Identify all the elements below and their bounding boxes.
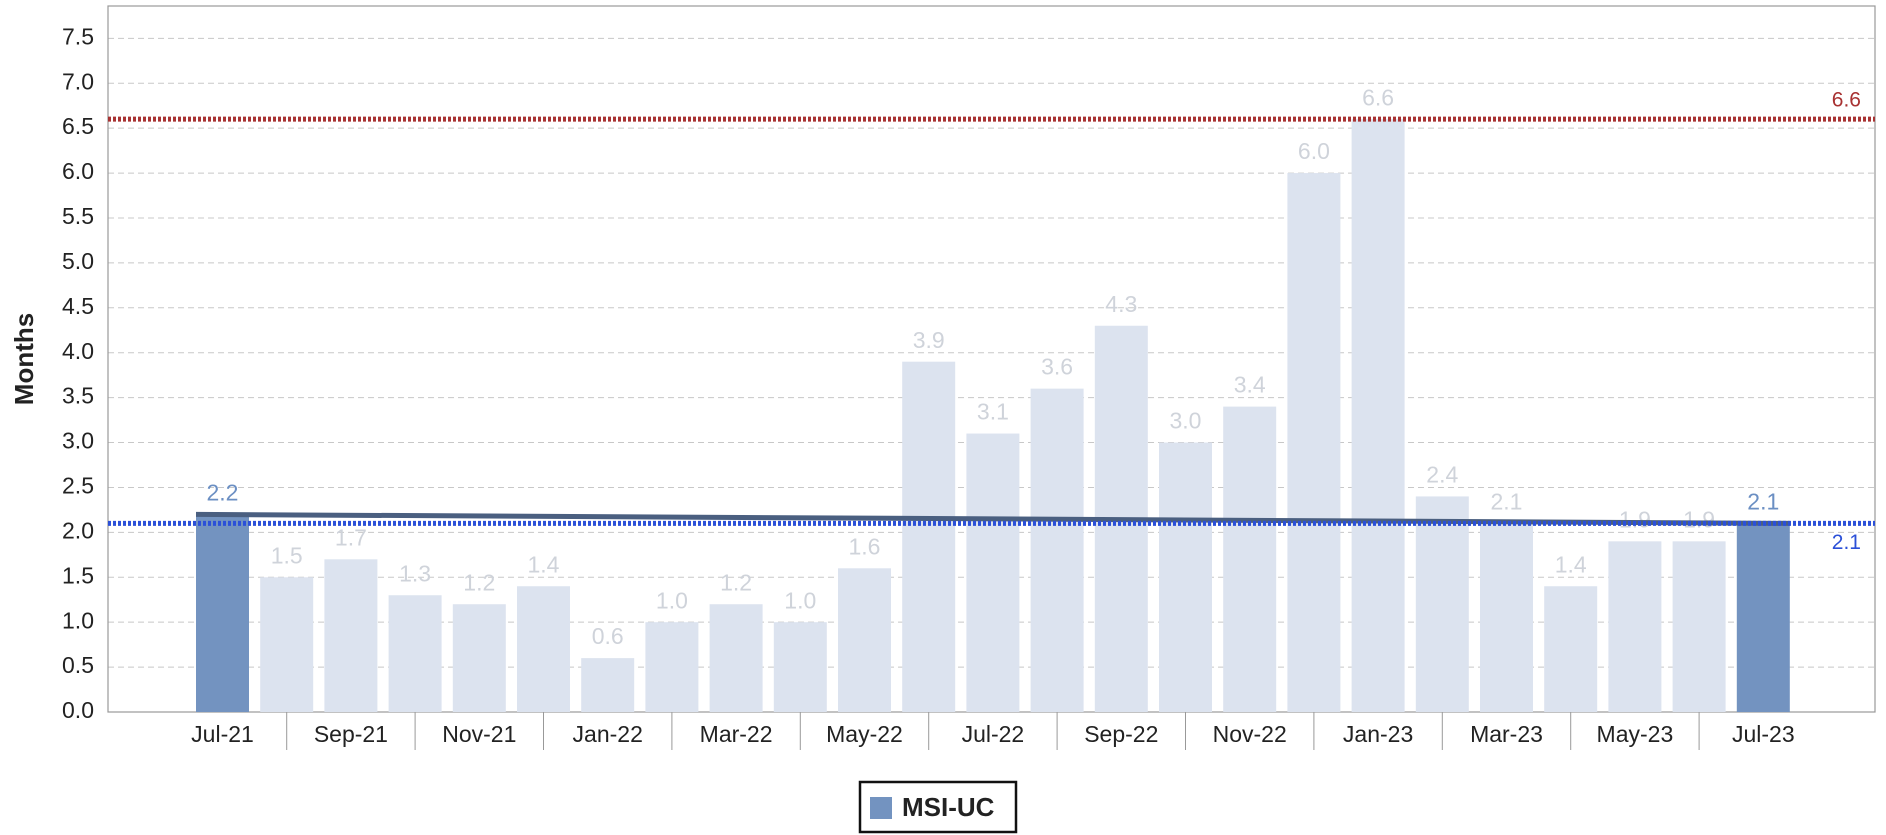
bar: [709, 604, 763, 712]
y-tick-label: 3.0: [62, 428, 94, 454]
x-tick-label: Jul-23: [1732, 721, 1795, 747]
y-tick-label: 4.0: [62, 338, 94, 364]
y-tick-label: 6.0: [62, 158, 94, 184]
value-label: 1.4: [528, 551, 560, 577]
y-tick-label: 5.0: [62, 248, 94, 274]
bar: [517, 586, 570, 712]
bar: [1480, 523, 1533, 712]
reference-label: 2.1: [1832, 531, 1861, 554]
value-label: 3.0: [1170, 408, 1202, 434]
value-label: 1.5: [271, 542, 303, 568]
bar: [260, 577, 314, 712]
value-label: 4.3: [1105, 291, 1137, 317]
value-label: 1.9: [1619, 506, 1651, 532]
value-label: 1.2: [463, 569, 495, 595]
y-tick-label: 7.5: [62, 23, 94, 49]
bar: [1287, 173, 1341, 712]
value-label: 0.6: [592, 623, 624, 649]
bar: [196, 514, 249, 712]
x-tick-label: May-22: [826, 721, 903, 747]
value-label: 3.4: [1234, 372, 1266, 398]
y-tick-label: 2.5: [62, 473, 94, 499]
bar: [1159, 442, 1212, 712]
y-tick-label: 7.0: [62, 68, 94, 94]
bar: [645, 622, 699, 712]
value-label: 1.3: [399, 560, 431, 586]
bar: [1351, 119, 1405, 712]
y-tick-label: 5.5: [62, 203, 94, 229]
value-label: 3.9: [913, 327, 945, 353]
bar: [1544, 586, 1598, 712]
bar: [1736, 523, 1790, 712]
value-label: 1.7: [335, 524, 367, 550]
x-tick-label: Jan-23: [1343, 721, 1413, 747]
value-label: 2.1: [1747, 488, 1779, 514]
value-label: 1.2: [720, 569, 752, 595]
bar: [966, 433, 1020, 712]
bar: [324, 559, 378, 712]
y-tick-label: 0.5: [62, 652, 94, 678]
bar: [773, 622, 827, 712]
value-label: 1.4: [1555, 551, 1587, 577]
bar: [1608, 541, 1662, 712]
bar: [1415, 496, 1469, 712]
x-tick-label: Nov-21: [442, 721, 516, 747]
y-tick-label: 1.0: [62, 607, 94, 633]
x-tick-label: Jul-21: [191, 721, 254, 747]
value-label: 1.6: [849, 533, 881, 559]
value-label: 1.0: [784, 587, 816, 613]
value-label: 2.4: [1426, 462, 1458, 488]
bar: [1030, 388, 1084, 712]
bar: [838, 568, 891, 712]
x-tick-label: May-23: [1597, 721, 1674, 747]
x-tick-label: Mar-23: [1470, 721, 1543, 747]
bar: [581, 658, 635, 712]
x-tick-label: Jan-22: [573, 721, 643, 747]
value-label: 1.0: [656, 587, 688, 613]
y-tick-label: 6.5: [62, 113, 94, 139]
value-label: 1.9: [1683, 506, 1715, 532]
value-label: 2.1: [1491, 488, 1523, 514]
x-tick-label: Nov-22: [1213, 721, 1287, 747]
reference-label: 6.6: [1832, 89, 1861, 112]
y-tick-label: 1.5: [62, 562, 94, 588]
y-tick-label: 0.0: [62, 697, 94, 723]
legend-label: MSI-UC: [902, 792, 995, 822]
y-axis-label: Months: [9, 313, 39, 405]
x-tick-label: Sep-22: [1084, 721, 1158, 747]
bar: [388, 595, 442, 712]
bar: [1672, 541, 1726, 712]
bar: [1223, 406, 1277, 712]
x-tick-label: Jul-22: [962, 721, 1025, 747]
value-label: 6.6: [1362, 84, 1394, 110]
x-tick-label: Mar-22: [700, 721, 773, 747]
x-tick-label: Sep-21: [314, 721, 388, 747]
value-label: 6.0: [1298, 138, 1330, 164]
y-tick-label: 3.5: [62, 383, 94, 409]
value-label: 2.2: [207, 479, 239, 505]
legend-swatch: [870, 797, 892, 819]
bar: [452, 604, 506, 712]
y-tick-label: 2.0: [62, 517, 94, 543]
bar: [902, 361, 956, 712]
y-tick-label: 4.5: [62, 293, 94, 319]
value-label: 3.6: [1041, 354, 1073, 380]
value-label: 3.1: [977, 399, 1009, 425]
